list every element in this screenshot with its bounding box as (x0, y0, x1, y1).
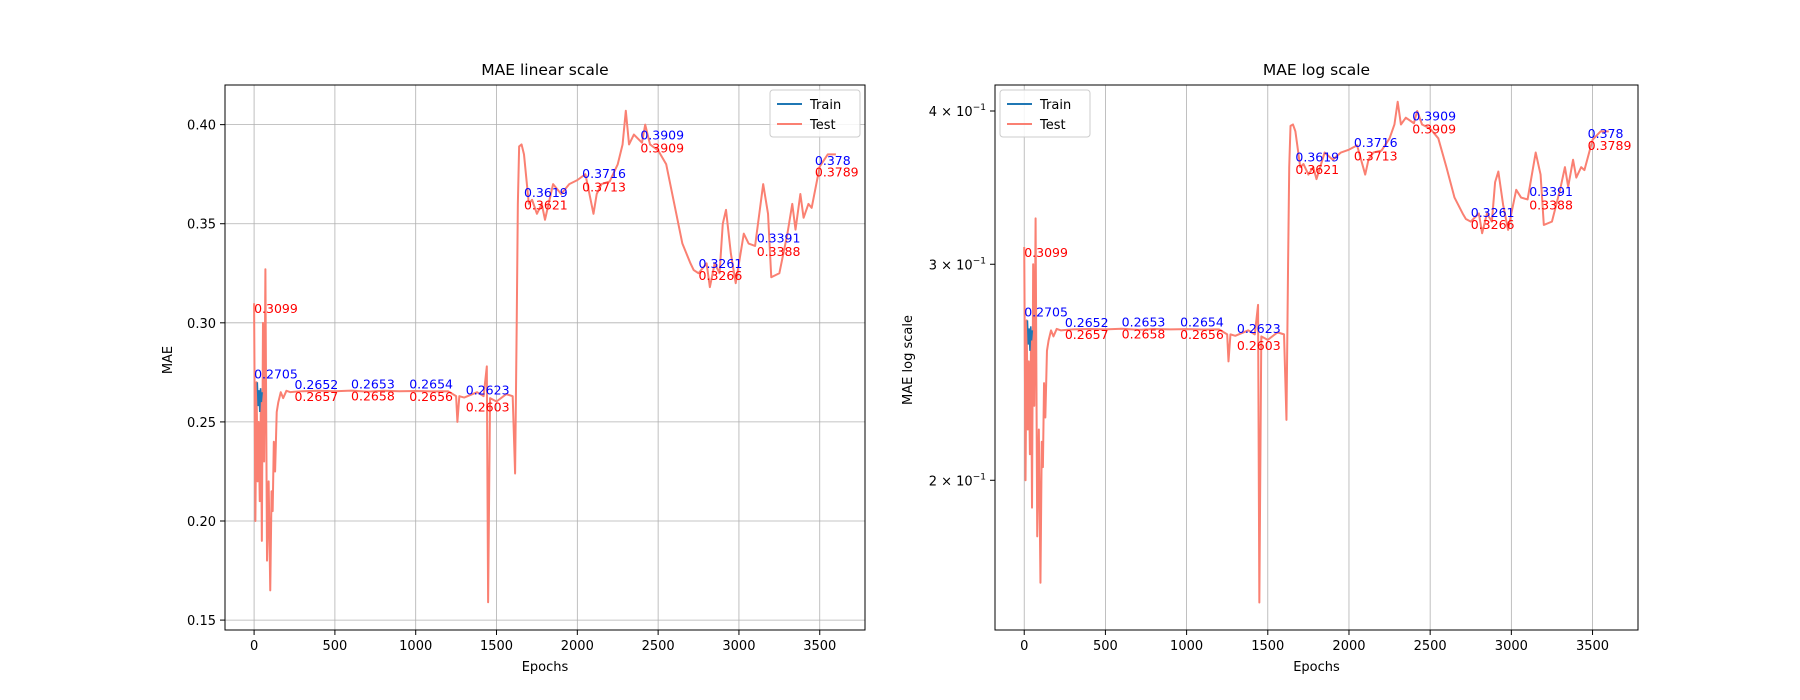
test-data-label: 0.3789 (1588, 138, 1632, 153)
x-tick-label: 1500 (1251, 639, 1284, 654)
y-tick-label: 0.20 (187, 515, 216, 530)
legend: Train Test (769, 89, 861, 138)
x-axis-label: Epochs (1293, 660, 1340, 675)
test-data-label: 0.3621 (524, 198, 568, 213)
train-data-label: 0.3391 (757, 230, 801, 245)
test-data-label: 0.2657 (1065, 327, 1109, 342)
legend-box (999, 89, 1091, 138)
train-data-label: 0.2653 (1122, 315, 1166, 330)
test-series-line (253, 109, 836, 604)
train-series-line (1026, 320, 1034, 351)
test-data-label: 0.2656 (409, 389, 453, 404)
x-tick-label: 3500 (803, 639, 836, 654)
train-data-label: 0.3619 (524, 185, 568, 200)
test-data-label: 0.3388 (757, 244, 801, 259)
legend-label-train: Train (809, 98, 841, 113)
test-data-label: 0.3789 (815, 164, 859, 179)
test-data-label: 0.3266 (1471, 217, 1515, 232)
x-tick-label: 2000 (1332, 639, 1365, 654)
y-tick-label: 4 × 10−1 (929, 103, 986, 120)
train-data-label: 0.2705 (254, 366, 298, 381)
plot-frame (994, 84, 1639, 631)
x-tick-label: 500 (322, 639, 347, 654)
test-data-label: 0.3266 (699, 268, 743, 283)
train-data-label: 0.3619 (1295, 149, 1339, 164)
test-data-label: 0.3099 (254, 301, 298, 316)
train-data-label: 0.3391 (1529, 184, 1573, 199)
x-tick-label: 3000 (722, 639, 755, 654)
test-data-label: 0.2657 (294, 389, 338, 404)
train-data-label: 0.3261 (699, 256, 743, 271)
y-tick-exponent: −1 (973, 472, 986, 482)
y-tick-label: 0.35 (187, 218, 216, 233)
x-tick-label: 0 (250, 639, 258, 654)
y-axis-label: MAE log scale (901, 315, 916, 405)
train-series-line (256, 382, 263, 413)
train-data-label: 0.2654 (409, 376, 453, 391)
test-data-label: 0.2658 (351, 389, 395, 404)
test-series-line (1023, 100, 1609, 604)
test-data-label: 0.2603 (466, 399, 510, 414)
x-tick-label: 3500 (1576, 639, 1609, 654)
train-data-label: 0.2623 (1237, 321, 1281, 336)
y-tick-exponent: −1 (973, 256, 986, 266)
x-tick-label: 3000 (1495, 639, 1528, 654)
y-axis-label: MAE (161, 346, 176, 374)
x-tick-label: 1000 (399, 639, 432, 654)
test-data-label: 0.3099 (1024, 245, 1068, 260)
train-data-label: 0.2623 (466, 383, 510, 398)
chart-title: MAE log scale (1263, 61, 1370, 79)
test-data-label: 0.3713 (582, 180, 626, 195)
x-tick-label: 1000 (1170, 639, 1203, 654)
y-tick-label: 2 × 10−1 (929, 472, 986, 489)
x-tick-label: 2500 (642, 639, 675, 654)
y-tick-base: 4 × 10 (929, 105, 973, 120)
y-tick-label: 0.30 (187, 317, 216, 332)
legend: Train Test (999, 89, 1091, 138)
test-data-label: 0.2603 (1237, 338, 1281, 353)
test-data-label: 0.3388 (1529, 197, 1573, 212)
legend-label-test: Test (809, 118, 836, 133)
train-data-label: 0.2652 (1065, 315, 1109, 330)
legend-box (769, 89, 861, 138)
train-data-label: 0.378 (815, 153, 851, 168)
train-data-label: 0.2653 (351, 377, 395, 392)
train-data-label: 0.3716 (582, 166, 626, 181)
legend-label-test: Test (1039, 118, 1066, 133)
test-data-label: 0.3909 (1412, 121, 1456, 136)
train-data-label: 0.2652 (294, 377, 338, 392)
train-data-label: 0.378 (1588, 126, 1624, 141)
train-data-label: 0.3261 (1471, 205, 1515, 220)
test-data-label: 0.3909 (640, 141, 684, 156)
x-tick-label: 0 (1020, 639, 1028, 654)
x-axis-label: Epochs (522, 660, 569, 675)
y-tick-exponent: −1 (973, 103, 986, 113)
plot-frame (224, 84, 866, 631)
x-tick-label: 500 (1093, 639, 1118, 654)
train-data-label: 0.3909 (1412, 108, 1456, 123)
test-data-label: 0.3621 (1295, 162, 1339, 177)
test-data-label: 0.3713 (1354, 149, 1398, 164)
test-data-label: 0.2658 (1122, 327, 1166, 342)
y-tick-label: 0.40 (187, 119, 216, 134)
y-tick-base: 2 × 10 (929, 474, 973, 489)
x-tick-label: 1500 (480, 639, 513, 654)
train-data-label: 0.2705 (1024, 304, 1068, 319)
y-tick-base: 3 × 10 (929, 258, 973, 273)
train-data-label: 0.3909 (640, 128, 684, 143)
train-data-label: 0.2654 (1180, 315, 1224, 330)
y-tick-label: 0.15 (187, 614, 216, 629)
legend-label-train: Train (1039, 98, 1071, 113)
test-data-label: 0.2656 (1180, 327, 1224, 342)
train-data-label: 0.3716 (1354, 135, 1398, 150)
chart-title: MAE linear scale (481, 61, 608, 79)
y-tick-label: 0.25 (187, 416, 216, 431)
y-tick-label: 3 × 10−1 (929, 256, 986, 273)
x-tick-label: 2500 (1414, 639, 1447, 654)
x-tick-label: 2000 (561, 639, 594, 654)
